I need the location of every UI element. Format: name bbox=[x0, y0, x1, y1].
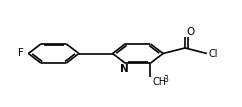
Text: 3: 3 bbox=[164, 75, 169, 84]
Text: Cl: Cl bbox=[209, 49, 218, 59]
Text: F: F bbox=[18, 48, 24, 59]
Text: O: O bbox=[186, 27, 194, 37]
Text: CH: CH bbox=[153, 77, 167, 87]
Text: N: N bbox=[120, 64, 129, 74]
